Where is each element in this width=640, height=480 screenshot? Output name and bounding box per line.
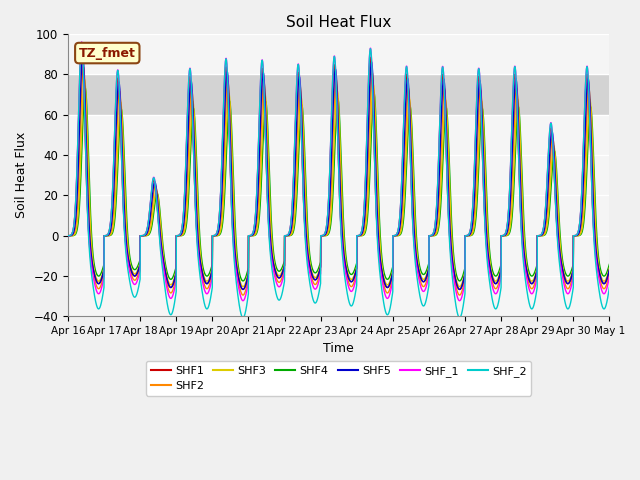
SHF4 <box>319 233 326 239</box>
Text: TZ_fmet: TZ_fmet <box>79 47 136 60</box>
SHF4 <box>81 85 89 91</box>
SHF_1 <box>605 276 612 282</box>
SHF3 <box>81 77 88 83</box>
SHF2 <box>605 270 613 276</box>
SHF_2 <box>605 285 613 290</box>
Line: SHF4: SHF4 <box>68 88 609 281</box>
SHF4 <box>491 273 499 278</box>
SHF5 <box>605 269 612 275</box>
SHF4 <box>460 268 468 274</box>
SHF_1 <box>456 298 463 304</box>
SHF_1 <box>460 284 468 289</box>
SHF3 <box>64 233 72 239</box>
SHF_1 <box>491 290 499 296</box>
SHF1 <box>605 269 612 275</box>
SHF2 <box>491 286 499 291</box>
SHF2 <box>161 273 169 278</box>
SHF1 <box>456 287 463 292</box>
Title: Soil Heat Flux: Soil Heat Flux <box>286 15 392 30</box>
SHF4 <box>161 262 169 267</box>
SHF5 <box>79 53 86 59</box>
SHF2 <box>64 233 72 239</box>
SHF_1 <box>64 233 72 239</box>
Line: SHF3: SHF3 <box>68 80 609 287</box>
Line: SHF_2: SHF_2 <box>68 42 609 318</box>
SHF1 <box>430 228 438 234</box>
Line: SHF5: SHF5 <box>68 56 609 289</box>
SHF1 <box>78 48 86 54</box>
SHF1 <box>460 275 468 281</box>
X-axis label: Time: Time <box>323 342 354 355</box>
Y-axis label: Soil Heat Flux: Soil Heat Flux <box>15 132 28 218</box>
SHF5 <box>491 280 499 286</box>
SHF3 <box>456 284 463 289</box>
SHF1 <box>605 267 613 273</box>
SHF2 <box>430 232 438 238</box>
SHF2 <box>605 273 612 278</box>
SHF4 <box>64 233 72 239</box>
SHF3 <box>430 233 438 239</box>
Legend: SHF1, SHF2, SHF3, SHF4, SHF5, SHF_1, SHF_2: SHF1, SHF2, SHF3, SHF4, SHF5, SHF_1, SHF… <box>147 361 531 396</box>
SHF_2 <box>64 233 72 239</box>
SHF_2 <box>78 39 86 45</box>
SHF_1 <box>430 228 438 234</box>
SHF4 <box>605 263 612 269</box>
SHF5 <box>460 275 468 281</box>
SHF_1 <box>319 233 326 239</box>
SHF2 <box>319 233 326 239</box>
SHF1 <box>491 280 499 286</box>
SHF_2 <box>456 315 463 321</box>
SHF_2 <box>605 288 612 294</box>
SHF_1 <box>78 39 86 45</box>
SHF_2 <box>491 305 499 311</box>
SHF2 <box>460 279 468 285</box>
Bar <box>68 74 609 115</box>
SHF5 <box>64 233 72 239</box>
SHF4 <box>430 233 438 239</box>
SHF3 <box>460 273 468 278</box>
SHF5 <box>161 269 169 275</box>
Line: SHF2: SHF2 <box>68 67 609 295</box>
SHF_1 <box>161 277 169 283</box>
SHF3 <box>161 266 169 272</box>
SHF4 <box>456 278 463 284</box>
SHF_2 <box>161 288 169 294</box>
Line: SHF1: SHF1 <box>68 51 609 289</box>
SHF3 <box>319 233 326 239</box>
SHF5 <box>605 267 613 273</box>
SHF4 <box>605 262 613 267</box>
SHF2 <box>456 292 463 298</box>
SHF3 <box>605 267 612 273</box>
SHF2 <box>79 64 87 70</box>
SHF5 <box>430 231 438 237</box>
SHF5 <box>319 233 326 239</box>
SHF_2 <box>430 228 438 234</box>
SHF1 <box>64 233 72 239</box>
SHF_1 <box>605 274 613 280</box>
SHF1 <box>319 233 326 239</box>
SHF1 <box>161 269 169 275</box>
SHF_2 <box>460 297 468 303</box>
SHF3 <box>491 278 499 284</box>
SHF3 <box>605 265 613 271</box>
SHF_2 <box>319 233 326 239</box>
Line: SHF_1: SHF_1 <box>68 42 609 301</box>
SHF5 <box>456 287 463 292</box>
